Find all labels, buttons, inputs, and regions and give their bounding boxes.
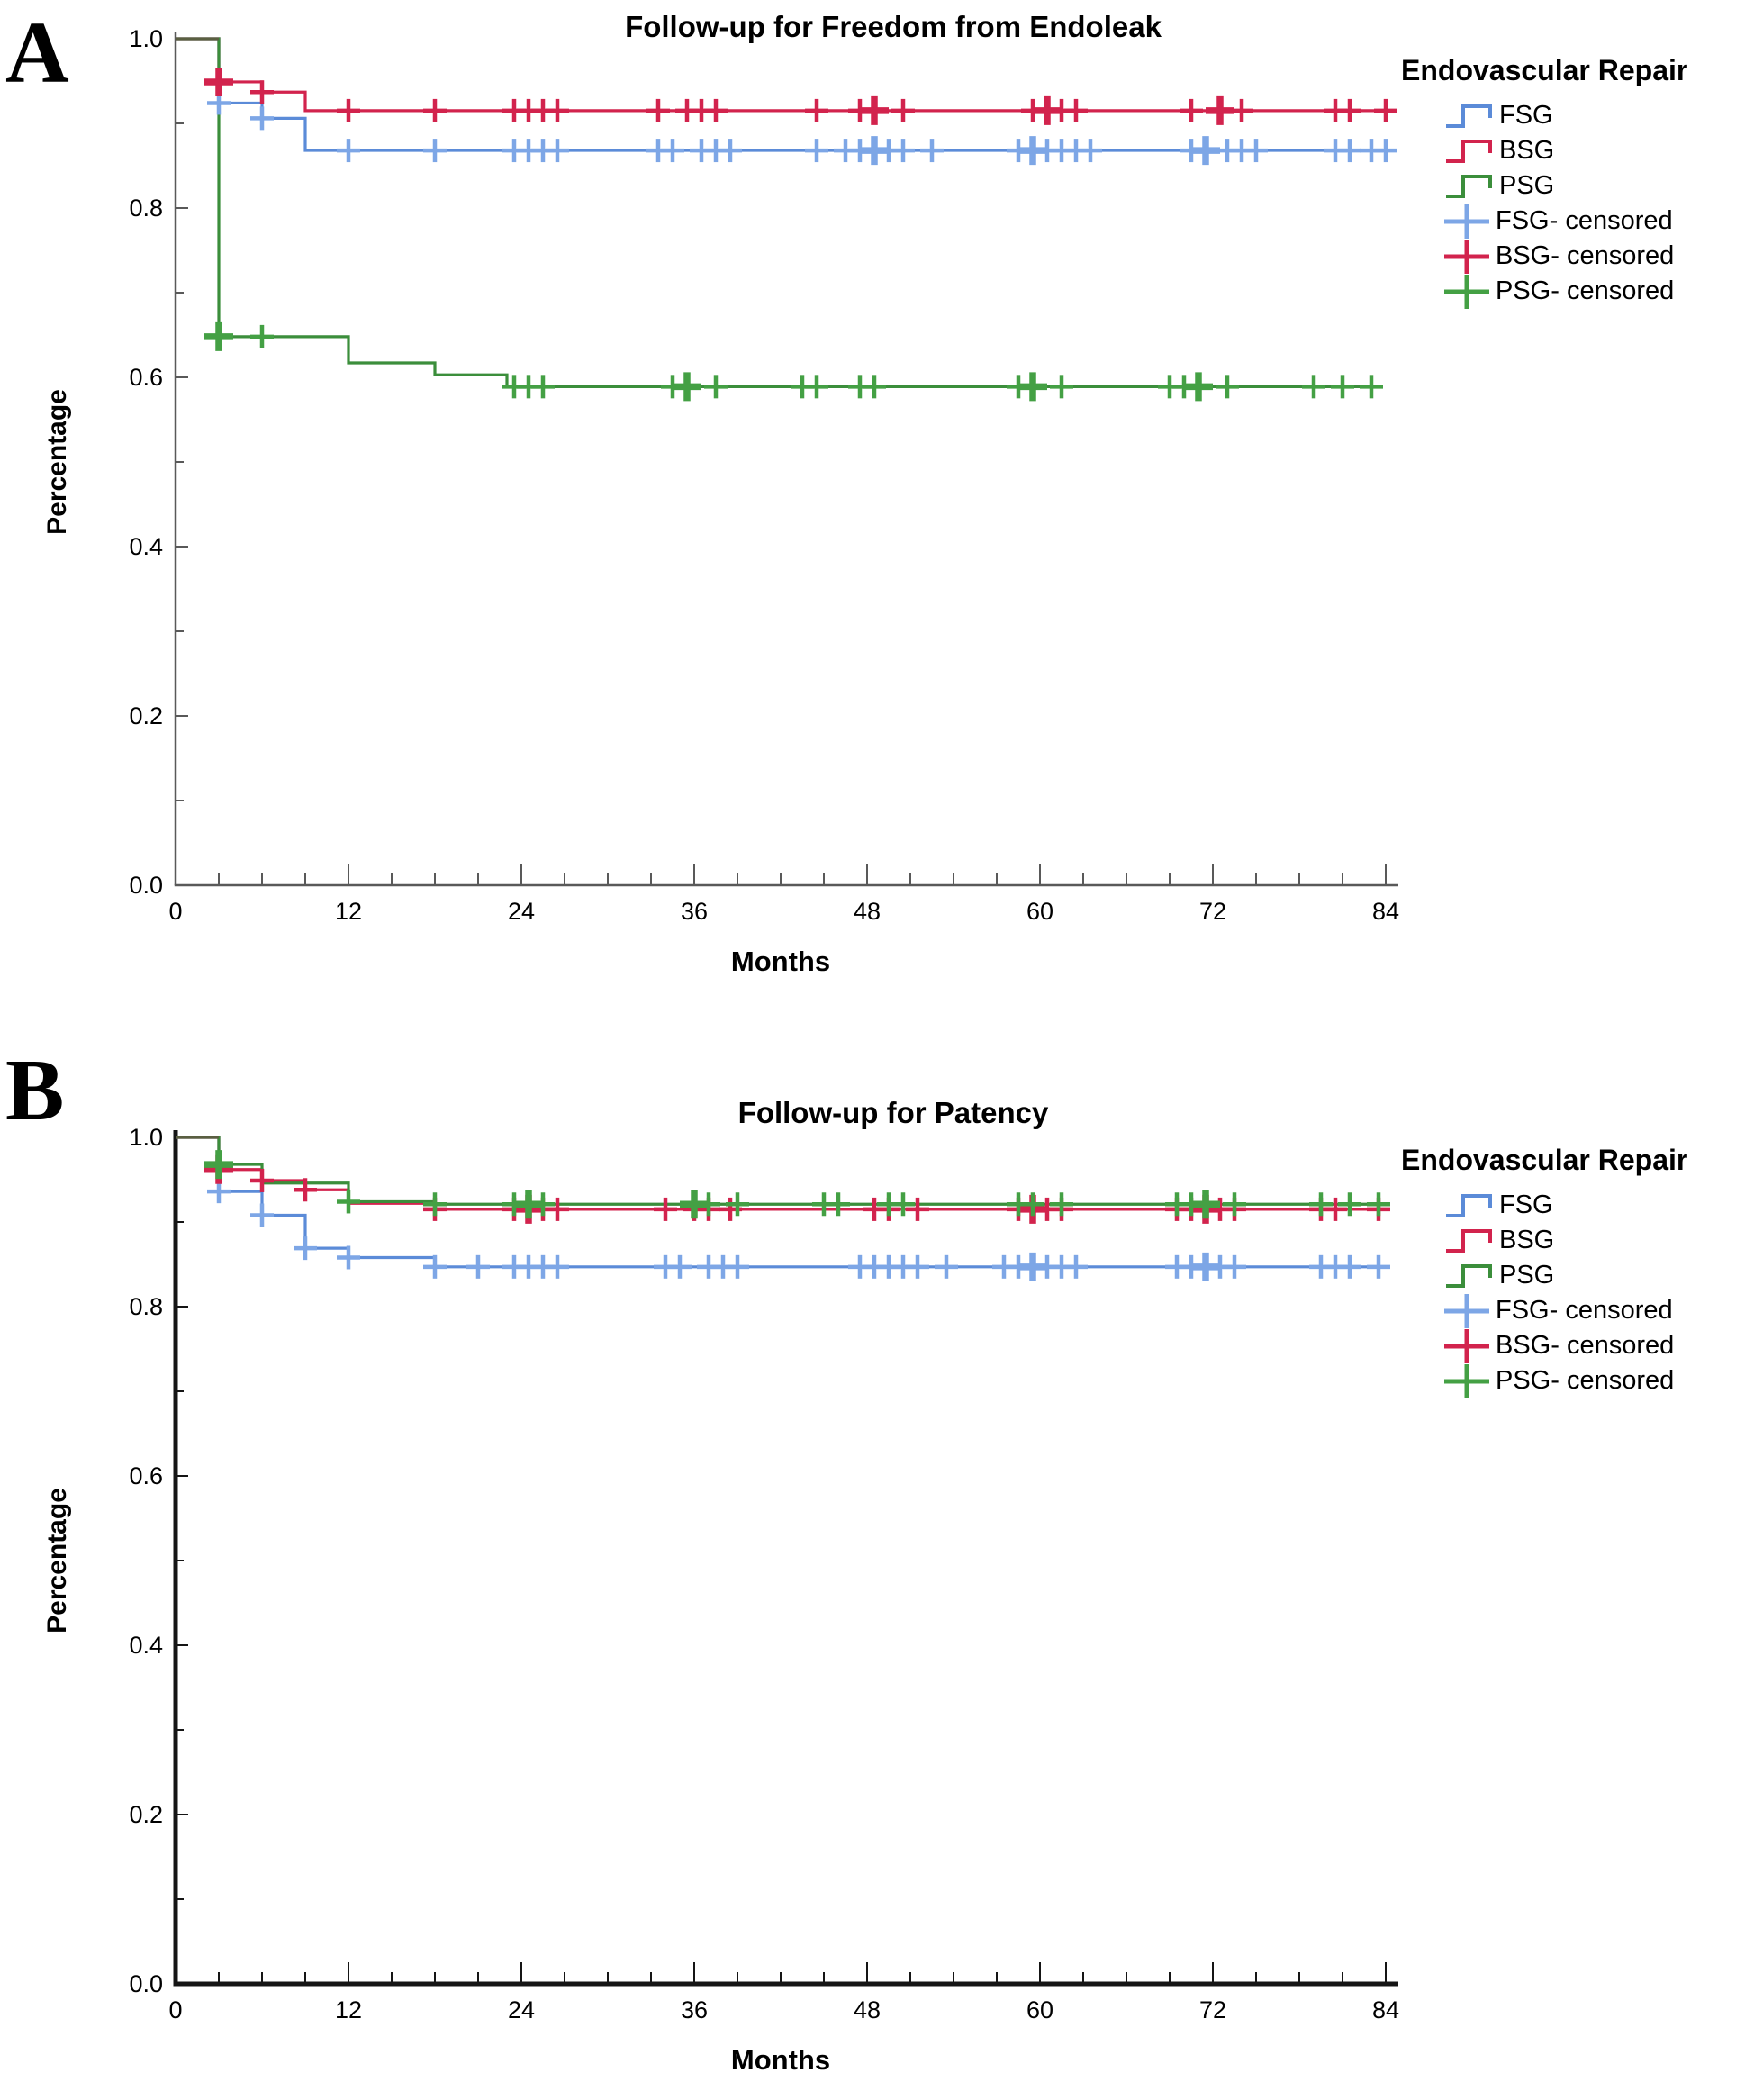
panel-a-title: Follow-up for Freedom from Endoleak bbox=[625, 10, 1162, 43]
svg-text:0.2: 0.2 bbox=[129, 702, 163, 729]
panel-b: 0 12 24 36 48 60 72 84 1.0 0.8 0.6 0.4 0.2 0.0 B Foll… bbox=[0, 1046, 1754, 2100]
svg-text:0.4: 0.4 bbox=[129, 1632, 163, 1659]
panel-b-y-axis-title: Percentage bbox=[42, 1488, 72, 1634]
panel-a-psg-censored-plus-icon bbox=[1444, 274, 1489, 309]
svg-text:24: 24 bbox=[508, 1996, 535, 2023]
svg-text:1.0: 1.0 bbox=[129, 25, 163, 52]
panel-a-legend-label-fsg-censored: FSG- censored bbox=[1496, 206, 1673, 235]
svg-text:84: 84 bbox=[1372, 1996, 1399, 2023]
panel-a-psg-stepline-icon bbox=[1446, 174, 1492, 198]
panel-a-legend-label-bsg: BSG bbox=[1499, 136, 1555, 165]
panel-a-fsg-censored-plus-icon bbox=[1444, 204, 1489, 239]
svg-text:84: 84 bbox=[1372, 898, 1399, 925]
panel-a: 0 12 24 36 48 60 72 84 1.0 0.8 0.6 0.4 0.2 0.0 A Foll… bbox=[5, 5, 1752, 977]
svg-text:36: 36 bbox=[681, 898, 708, 925]
panel-a-plot-area: 0 12 24 36 48 60 72 84 1.0 0.8 0.6 0.4 0.2 0.0 bbox=[129, 25, 1399, 925]
panel-b-legend-item-bsg-censored: BSG- censored bbox=[1394, 1328, 1752, 1363]
panel-b-legend-items: FSG BSG PSG FSG- censored BSG- censored PSG- … bbox=[1394, 1188, 1752, 1398]
panel-a-legend-item-fsg-censored: FSG- censored bbox=[1394, 204, 1752, 239]
panel-b-legend-label-psg: PSG bbox=[1499, 1261, 1555, 1290]
panel-b-legend-item-psg: PSG bbox=[1394, 1258, 1752, 1293]
panel-b-psg-stepline-icon bbox=[1446, 1263, 1492, 1288]
svg-text:1.0: 1.0 bbox=[129, 1124, 163, 1151]
panel-a-legend-title: Endovascular Repair bbox=[1401, 54, 1688, 86]
svg-text:0.0: 0.0 bbox=[129, 1970, 163, 1997]
panel-b-legend: Endovascular Repair FSG BSG PSG FSG- censor… bbox=[1394, 1144, 1752, 1398]
panel-b-bsg-stepline-icon bbox=[1446, 1228, 1492, 1253]
panel-b-title: Follow-up for Patency bbox=[737, 1096, 1049, 1129]
svg-text:24: 24 bbox=[508, 898, 535, 925]
svg-text:60: 60 bbox=[1026, 1996, 1053, 2023]
panel-a-legend-label-fsg: FSG bbox=[1499, 101, 1553, 130]
panel-b-legend-item-bsg: BSG bbox=[1394, 1223, 1752, 1258]
panel-b-legend-item-fsg-censored: FSG- censored bbox=[1394, 1293, 1752, 1328]
panel-b-legend-label-fsg-censored: FSG- censored bbox=[1496, 1296, 1673, 1325]
svg-text:48: 48 bbox=[854, 898, 881, 925]
svg-text:0.0: 0.0 bbox=[129, 872, 163, 899]
panel-b-legend-label-psg-censored: PSG- censored bbox=[1496, 1366, 1675, 1395]
panel-a-legend-item-bsg-censored: BSG- censored bbox=[1394, 239, 1752, 274]
svg-text:72: 72 bbox=[1199, 898, 1226, 925]
panel-a-legend-item-psg-censored: PSG- censored bbox=[1394, 274, 1752, 309]
panel-a-legend-label-bsg-censored: BSG- censored bbox=[1496, 241, 1675, 270]
svg-text:60: 60 bbox=[1026, 898, 1053, 925]
svg-text:36: 36 bbox=[681, 1996, 708, 2023]
panel-b-x-axis-title: Months bbox=[730, 2044, 831, 2076]
panel-b-legend-label-fsg: FSG bbox=[1499, 1190, 1553, 1219]
panel-a-bsg-censored-plus-icon bbox=[1444, 239, 1489, 274]
panel-a-bsg-stepline-icon bbox=[1446, 139, 1492, 163]
panel-b-legend-label-bsg: BSG bbox=[1499, 1226, 1555, 1254]
panel-a-legend-item-bsg: BSG bbox=[1394, 133, 1752, 168]
panel-b-legend-item-psg-censored: PSG- censored bbox=[1394, 1363, 1752, 1398]
panel-b-fsg-stepline-icon bbox=[1446, 1193, 1492, 1217]
panel-a-legend: Endovascular Repair FSG BSG PSG FSG- censor… bbox=[1394, 54, 1752, 309]
panel-a-legend-item-psg: PSG bbox=[1394, 168, 1752, 204]
svg-text:0.6: 0.6 bbox=[129, 1462, 163, 1489]
panel-a-label: A bbox=[5, 5, 69, 102]
panel-b-label: B bbox=[5, 1042, 65, 1139]
svg-text:48: 48 bbox=[854, 1996, 881, 2023]
panel-b-bsg-censored-plus-icon bbox=[1444, 1328, 1489, 1363]
svg-text:12: 12 bbox=[335, 1996, 362, 2023]
panel-b-legend-item-fsg: FSG bbox=[1394, 1188, 1752, 1223]
panel-b-fsg-censored-plus-icon bbox=[1444, 1293, 1489, 1328]
svg-text:0.8: 0.8 bbox=[129, 195, 163, 222]
panel-a-legend-label-psg: PSG bbox=[1499, 171, 1555, 200]
panel-a-fsg-stepline-icon bbox=[1446, 104, 1492, 128]
svg-text:12: 12 bbox=[335, 898, 362, 925]
panel-a-y-axis-title: Percentage bbox=[42, 389, 72, 535]
panel-a-legend-label-psg-censored: PSG- censored bbox=[1496, 276, 1675, 305]
svg-text:0.6: 0.6 bbox=[129, 364, 163, 391]
svg-text:0: 0 bbox=[168, 898, 182, 925]
panel-b-legend-label-bsg-censored: BSG- censored bbox=[1496, 1331, 1675, 1360]
svg-text:0.8: 0.8 bbox=[129, 1293, 163, 1320]
panel-a-legend-items: FSG BSG PSG FSG- censored BSG- censored PSG- … bbox=[1394, 98, 1752, 309]
panel-a-x-axis-title: Months bbox=[730, 946, 831, 977]
svg-text:0: 0 bbox=[168, 1996, 182, 2023]
panel-b-psg-censored-plus-icon bbox=[1444, 1363, 1489, 1398]
panel-b-legend-title: Endovascular Repair bbox=[1401, 1144, 1688, 1176]
svg-text:0.4: 0.4 bbox=[129, 533, 163, 560]
panel-a-legend-item-fsg: FSG bbox=[1394, 98, 1752, 133]
svg-text:72: 72 bbox=[1199, 1996, 1226, 2023]
svg-text:0.2: 0.2 bbox=[129, 1801, 163, 1828]
panel-b-plot-area: 0 12 24 36 48 60 72 84 1.0 0.8 0.6 0.4 0.2 0.0 bbox=[129, 1124, 1399, 2023]
